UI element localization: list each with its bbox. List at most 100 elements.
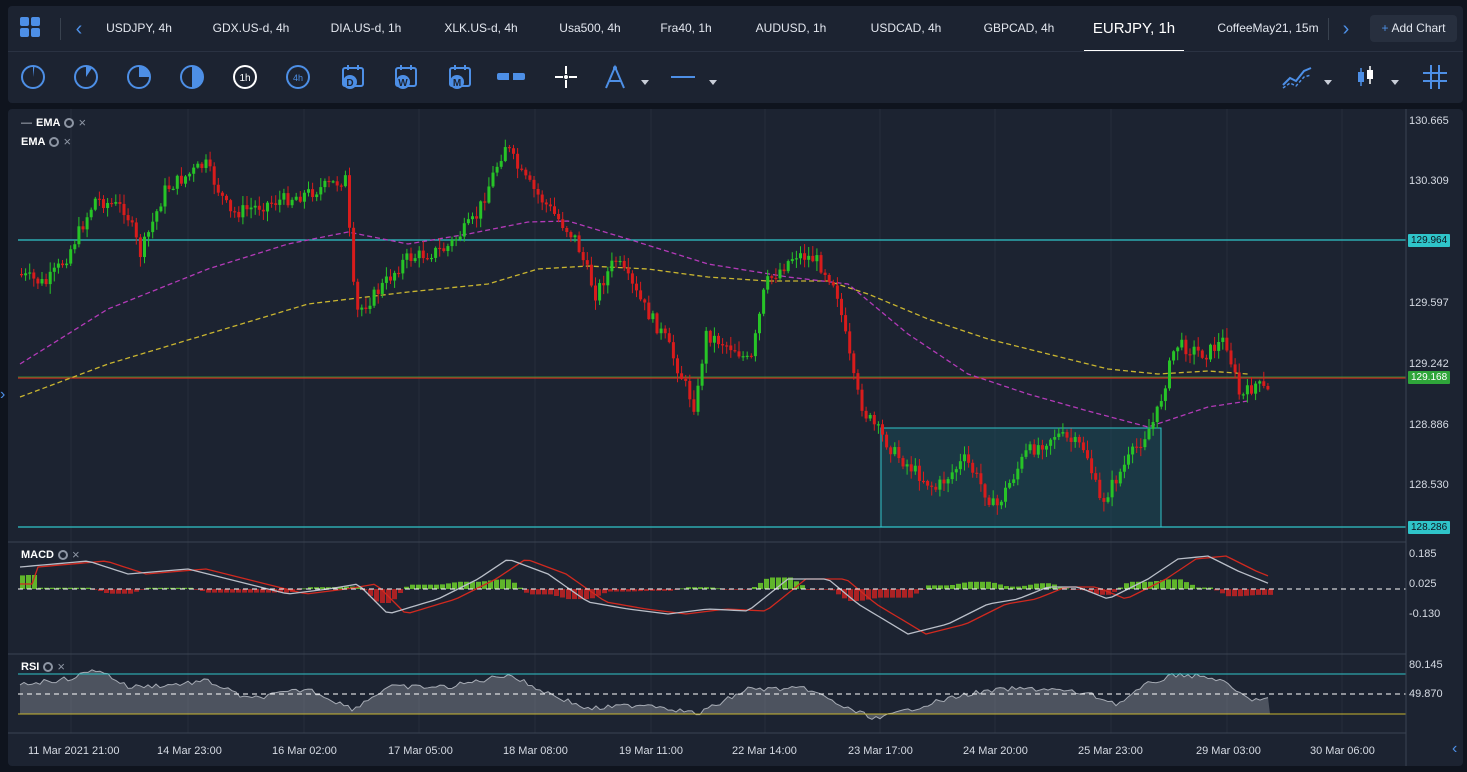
indicators-icon[interactable]: [1282, 62, 1312, 92]
tab-usa500[interactable]: Usa500, 4h: [559, 21, 621, 35]
chevron-down-icon[interactable]: [641, 80, 649, 85]
timeframe-5m-icon[interactable]: [71, 62, 101, 92]
grid-icon[interactable]: [1420, 62, 1450, 92]
candle-body: [889, 447, 893, 455]
crosshair-icon[interactable]: [551, 62, 581, 92]
tab-xlk[interactable]: XLK.US-d, 4h: [444, 21, 518, 35]
timeframe-15m-icon[interactable]: [124, 62, 154, 92]
expand-left-icon[interactable]: ›: [0, 386, 6, 403]
macd-histogram-bar: [566, 589, 571, 600]
candle-body: [643, 299, 647, 303]
gear-icon[interactable]: [49, 136, 60, 147]
candle-body: [647, 302, 651, 320]
tab-usdcad[interactable]: USDCAD, 4h: [870, 21, 942, 35]
candle-body: [1245, 385, 1249, 395]
macd-signal-line: [20, 555, 1269, 635]
chevron-down-icon[interactable]: [1391, 80, 1399, 85]
candle-body: [261, 209, 265, 212]
close-icon[interactable]: ×: [78, 115, 87, 130]
candle-body: [758, 313, 761, 334]
macd-histogram-bar: [1244, 589, 1249, 596]
macd-histogram-bar: [218, 589, 223, 593]
gear-icon[interactable]: [64, 117, 75, 128]
candle-body: [1229, 350, 1233, 365]
gear-icon[interactable]: [58, 549, 68, 560]
tab-eurjpy[interactable]: EURJPY, 1h: [1084, 6, 1184, 52]
tab-dia[interactable]: DIA.US-d, 1h: [330, 21, 402, 35]
candle-body: [1254, 383, 1258, 394]
timeframe-4h-icon[interactable]: 4h: [283, 62, 313, 92]
candle-body: [380, 282, 384, 294]
candle-body: [163, 185, 167, 207]
candle-body: [307, 189, 310, 193]
candle-body: [950, 472, 954, 480]
calendar-monthly-icon[interactable]: M: [445, 62, 475, 92]
range-rectangle[interactable]: [880, 427, 1162, 528]
macd-legend[interactable]: MACD ×: [21, 547, 80, 562]
macd-histogram-bar: [110, 589, 115, 594]
tab-audusd[interactable]: AUDUSD, 1h: [755, 21, 827, 35]
macd-histogram-bar: [1166, 579, 1171, 589]
macd-histogram-bar: [488, 580, 493, 589]
macd-histogram-bar: [140, 589, 145, 590]
macd-histogram-bar: [182, 587, 187, 589]
tab-usdjpy[interactable]: USDJPY, 4h: [106, 21, 172, 35]
chart-canvas[interactable]: [8, 109, 1463, 766]
candle-body: [807, 255, 811, 260]
macd-histogram-bar: [404, 586, 409, 589]
macd-histogram-bar: [1136, 581, 1141, 589]
tab-gbpcad[interactable]: GBPCAD, 4h: [983, 21, 1055, 35]
macd-histogram-bar: [1004, 586, 1009, 589]
timeframe-1h-icon[interactable]: 1h: [230, 62, 260, 92]
ema-legend-1[interactable]: — EMA ×: [21, 115, 87, 130]
tabs-prev-icon[interactable]: ‹: [75, 18, 83, 40]
tab-fra40[interactable]: Fra40, 1h: [660, 21, 712, 35]
macd-histogram-bar: [698, 587, 703, 589]
timeframe-1m-icon[interactable]: [18, 62, 48, 92]
chevron-down-icon[interactable]: [1324, 80, 1332, 85]
candle-body: [819, 255, 823, 273]
close-icon[interactable]: ×: [57, 659, 65, 674]
candle-body: [774, 277, 778, 280]
candle-body: [663, 328, 667, 334]
tab-gdx[interactable]: GDX.US-d, 4h: [212, 21, 290, 35]
drawing-tools-icon[interactable]: [600, 62, 630, 92]
gear-icon[interactable]: [43, 661, 54, 672]
candle-body: [905, 464, 909, 467]
macd-histogram-bar: [1022, 585, 1027, 589]
time-axis-label: 16 Mar 02:00: [272, 745, 337, 757]
candle-body: [1233, 364, 1237, 373]
chevron-down-icon[interactable]: [709, 80, 717, 85]
close-icon[interactable]: ×: [72, 547, 80, 562]
add-chart-button[interactable]: + Add Chart: [1370, 15, 1457, 42]
macd-histogram-bar: [44, 587, 49, 589]
apps-grid-icon[interactable]: [20, 17, 40, 37]
chart-panel[interactable]: — EMA × EMA × MACD × RSI × 130.665 130.309 12…: [8, 109, 1463, 766]
close-icon[interactable]: ×: [63, 134, 72, 149]
macd-histogram-bar: [68, 587, 73, 589]
collapse-right-icon[interactable]: ‹: [1452, 740, 1458, 757]
time-axis-label: 22 Mar 14:00: [732, 745, 797, 757]
candle-body: [1159, 401, 1163, 407]
calendar-daily-icon[interactable]: D: [338, 62, 368, 92]
rsi-label: RSI: [21, 660, 40, 673]
ema-legend-2[interactable]: EMA ×: [21, 134, 71, 149]
candle-body: [581, 252, 585, 261]
candle-body: [1262, 381, 1266, 386]
line-style-icon[interactable]: [668, 62, 698, 92]
tabs-next-icon[interactable]: ›: [1342, 18, 1350, 40]
rsi-legend[interactable]: RSI ×: [21, 659, 65, 674]
macd-histogram-bar: [830, 589, 835, 591]
chart-type-icon[interactable]: [1351, 62, 1381, 92]
tab-coffee[interactable]: CoffeeMay21, 15m: [1217, 21, 1319, 35]
candle-body: [917, 465, 921, 481]
candle-body: [1032, 444, 1036, 455]
timeframe-30m-icon[interactable]: [177, 62, 207, 92]
candle-body: [852, 353, 856, 374]
macd-histogram-bar: [302, 588, 307, 590]
sync-charts-icon[interactable]: [496, 62, 526, 92]
macd-histogram-bar: [530, 589, 535, 595]
calendar-weekly-icon[interactable]: W: [391, 62, 421, 92]
candle-body: [364, 307, 368, 310]
candle-body: [110, 202, 114, 205]
